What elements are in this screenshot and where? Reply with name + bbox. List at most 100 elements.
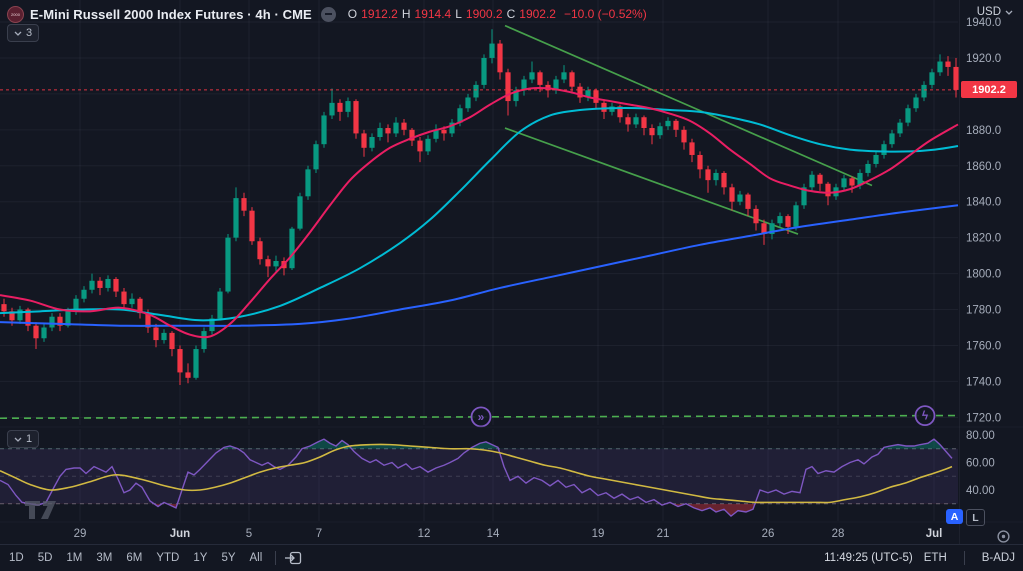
grid-lines bbox=[0, 0, 958, 521]
candle bbox=[913, 97, 919, 109]
candle bbox=[129, 298, 135, 305]
close-label: C bbox=[506, 7, 516, 21]
time-axis[interactable]: 29 Jun 5 7 12 14 19 21 26 28 Jul bbox=[74, 528, 943, 540]
candle bbox=[537, 72, 543, 85]
main-indicator-count: 3 bbox=[26, 27, 33, 39]
candle bbox=[137, 298, 143, 314]
ohlc-values: O 1912.2 H 1914.4 L 1900.2 C 1902.2 −10.0 (−… bbox=[348, 7, 647, 21]
candle bbox=[625, 117, 631, 125]
candle bbox=[1, 304, 7, 312]
range-1y[interactable]: 1Y bbox=[193, 552, 208, 564]
double-arrow-marker[interactable]: » bbox=[470, 406, 492, 428]
candle bbox=[337, 102, 343, 112]
range-5d[interactable]: 5D bbox=[37, 552, 53, 564]
price-axis[interactable]: 1940.01920.01900.01880.01860.01840.01820… bbox=[966, 17, 1001, 424]
svg-text:»: » bbox=[478, 410, 485, 424]
candle bbox=[801, 187, 807, 206]
adjustment-badj-button[interactable]: B-ADJ bbox=[981, 552, 1015, 564]
candle bbox=[401, 122, 407, 130]
candle bbox=[529, 72, 535, 80]
candle bbox=[953, 66, 959, 90]
candle bbox=[673, 120, 679, 130]
open-label: O bbox=[347, 7, 358, 21]
toolbar-divider bbox=[963, 551, 965, 565]
range-ytd[interactable]: YTD bbox=[156, 552, 180, 564]
rsi-axis-label: 40.00 bbox=[966, 485, 995, 497]
bottom-toolbar: 1D 5D 1M 3M 6M YTD 1Y 5Y All 11:49:25 (U… bbox=[0, 544, 1023, 571]
currency-label: USD bbox=[976, 6, 1001, 18]
candle bbox=[289, 228, 295, 269]
lightning-marker[interactable]: ϟ bbox=[914, 405, 936, 427]
go-to-date-button[interactable] bbox=[282, 548, 304, 568]
candle bbox=[169, 332, 175, 350]
range-1m[interactable]: 1M bbox=[66, 552, 83, 564]
rsi-axis[interactable]: 80.00 60.00 40.00 bbox=[966, 430, 995, 497]
candle bbox=[857, 172, 863, 186]
candle bbox=[313, 144, 319, 170]
symbol-title[interactable]: E-Mini Russell 2000 Index Futures · 4h ·… bbox=[30, 6, 312, 22]
candle bbox=[489, 43, 495, 58]
price-axis-label: 1920.0 bbox=[966, 53, 1001, 65]
candle bbox=[273, 261, 279, 267]
candle bbox=[25, 309, 31, 326]
chart-canvas[interactable]: »ϟ1940.01920.01900.01880.01860.01840.018… bbox=[0, 0, 1023, 544]
clock[interactable]: 11:49:25 (UTC-5) bbox=[824, 552, 913, 564]
candle bbox=[305, 169, 311, 197]
hide-indicator-icon[interactable] bbox=[320, 6, 336, 22]
candle bbox=[241, 198, 247, 211]
range-1d[interactable]: 1D bbox=[9, 552, 24, 564]
footer-right-group: 11:49:25 (UTC-5) ETH B-ADJ bbox=[824, 551, 1023, 565]
range-6m[interactable]: 6M bbox=[126, 552, 143, 564]
candle bbox=[465, 97, 471, 109]
candle bbox=[905, 108, 911, 123]
candle bbox=[369, 137, 375, 148]
candle bbox=[721, 172, 727, 188]
currency-selector[interactable]: USD bbox=[973, 4, 1017, 20]
range-3m[interactable]: 3M bbox=[96, 552, 113, 564]
candle bbox=[481, 57, 487, 85]
candle bbox=[633, 117, 639, 125]
range-5y[interactable]: 5Y bbox=[221, 552, 236, 564]
candle bbox=[713, 172, 719, 181]
green-dashed-level-line[interactable] bbox=[0, 414, 959, 420]
ma_mid-line bbox=[0, 107, 959, 322]
date-range-switcher: 1D 5D 1M 3M 6M YTD 1Y 5Y All bbox=[0, 548, 304, 568]
time-axis-label: 28 bbox=[832, 528, 845, 540]
candle bbox=[209, 318, 215, 332]
time-axis-label: Jun bbox=[170, 528, 190, 540]
candle bbox=[649, 128, 655, 136]
symbol-logo-icon: 2000 bbox=[7, 5, 24, 23]
auto-scale-button[interactable]: A bbox=[946, 509, 963, 524]
main-pane-indicators-toggle[interactable]: 3 bbox=[7, 24, 40, 42]
candle bbox=[505, 72, 511, 102]
candle bbox=[233, 198, 239, 238]
rsi-pane-indicators-toggle[interactable]: 1 bbox=[7, 430, 40, 448]
line-markers[interactable]: » ϟ bbox=[470, 405, 936, 428]
candle bbox=[641, 117, 647, 129]
chevron-down-icon bbox=[14, 437, 22, 442]
candle bbox=[113, 278, 119, 292]
change-value: −10.0 (−0.52%) bbox=[563, 7, 647, 21]
candle bbox=[817, 174, 823, 184]
candle bbox=[121, 291, 127, 305]
axis-settings-gear-icon[interactable] bbox=[996, 529, 1011, 544]
candle bbox=[41, 327, 47, 339]
candle bbox=[393, 122, 399, 134]
session-eth-button[interactable]: ETH bbox=[923, 552, 947, 564]
log-scale-button[interactable]: L bbox=[966, 509, 985, 526]
candle bbox=[9, 311, 15, 321]
time-axis-label: 14 bbox=[487, 528, 500, 540]
time-axis-label: 21 bbox=[657, 528, 670, 540]
candle bbox=[145, 313, 151, 328]
candle bbox=[945, 61, 951, 67]
candle bbox=[793, 205, 799, 227]
candle bbox=[497, 43, 503, 73]
range-all[interactable]: All bbox=[249, 552, 263, 564]
candle bbox=[761, 223, 767, 235]
price-axis-label: 1740.0 bbox=[966, 376, 1001, 388]
candle bbox=[441, 129, 447, 134]
candle bbox=[753, 208, 759, 224]
candle bbox=[449, 122, 455, 134]
tradingview-logo[interactable] bbox=[24, 497, 74, 521]
candle bbox=[681, 129, 687, 143]
